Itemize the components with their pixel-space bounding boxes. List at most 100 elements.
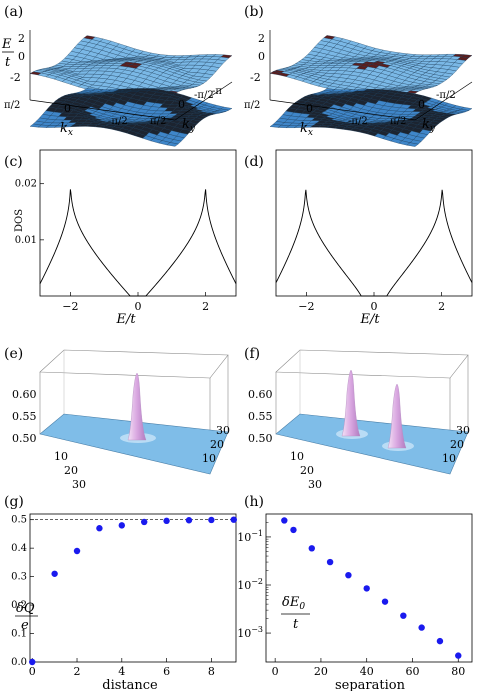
dos-c-ticks: −2 0 2 0.01 0.02 [15,179,209,313]
scatter-point [290,526,297,534]
energy-tick-a-3: -2 [10,71,21,84]
panel-label-f: (f) [244,346,260,362]
scatter-point [345,571,352,579]
density-e-floor [39,413,229,475]
svg-text:e: e [21,618,29,633]
scatter-point [381,598,389,605]
x-tick-label: 2 [202,300,209,313]
panel-label-g: (g) [4,494,24,510]
scatter-point [281,517,288,524]
kx-tick-b-3: -π/2 [348,116,368,127]
x-tick-label: 0 [371,300,378,313]
scatter-point [73,547,81,555]
y-tick-label: 10−1 [237,529,263,544]
x-tick-label: 60 [405,665,419,678]
scatter-h-y-label: δE0 [282,595,305,612]
kx-tick-b-1: π/2 [244,100,260,111]
scatter-point [418,624,425,631]
x-tick-label: 40 [360,665,374,678]
ky-tick-a-1: π/2 [150,116,166,127]
density-f-box-top [275,349,469,379]
scatter-h-ticks: 0 20 40 60 80 10−3 10−2 10−1 [237,522,465,678]
dos-chart-d: −2 0 2 E/t [275,149,473,327]
scatter-point [400,612,407,619]
surface-a-bottom [29,88,233,147]
scatter-g-x-label: distance [102,678,158,691]
dos-d-series-line [275,189,473,297]
scatter-point [185,517,193,524]
energy-axis-label-a: E [1,37,12,52]
x-tick-label: 80 [451,665,465,678]
density-f-peak-1 [341,369,361,437]
dos-c-x-label: E/t [115,312,136,327]
density-f-x-tick-1: 10 [290,450,304,463]
scatter-point [436,637,444,645]
scatter-g-ticks: 0 2 4 6 8 0.0 0.1 0.2 0.3 0.4 0.5 [11,515,215,678]
density-e-x-tick-3: 30 [72,478,86,491]
ky-tick-a-2: 0 [178,98,185,111]
panel-label-e: (e) [4,346,23,362]
scatter-point [29,658,36,666]
energy-tick-a-2: 0 [18,50,25,63]
surface-b-box [269,81,473,121]
energy-tick-b-2: 0 [258,50,265,63]
dos-chart-c: −2 0 2 0.01 0.02 DOS E/t [14,149,237,327]
scatter-point [163,517,170,525]
y-tick-label: 0.3 [11,572,27,583]
density-plot-f: 0.60 0.55 0.50 10 20 30 10 20 30 [248,349,470,491]
density-e-z-tick-3: 0.50 [12,432,37,445]
dos-c-series-line [39,189,237,297]
surface-b-bottom [269,88,473,147]
x-tick-label: 2 [74,665,81,678]
scatter-point [455,652,462,659]
x-tick-label: −2 [62,300,78,313]
surface-plot-a: E t 2 0 -2 π/2 0 -π/2 kx π/2 0 -π/2 -π k… [1,30,233,147]
density-f-z-tick-2: 0.55 [248,410,273,423]
energy-tick-b-3: -2 [250,71,261,84]
surface-plot-b: 2 0 -2 π/2 0 -π/2 kx π/2 0 -π/2 ky [244,30,473,147]
density-e-y-tick-1: 10 [202,452,216,465]
x-tick-label: 4 [118,665,125,678]
scatter-point [326,558,334,566]
density-f-x-tick-3: 30 [308,478,322,491]
energy-tick-b-1: 2 [258,32,265,45]
x-tick-label: 0 [135,300,142,313]
ky-tick-a-3: -π/2 [194,90,214,101]
scatter-g-y-label: δQ [16,601,35,616]
dos-c-frame [39,149,237,297]
density-e-peak [127,372,147,441]
scatter-chart-g: 0 2 4 6 8 0.0 0.1 0.2 0.3 0.4 0.5 δQ e distance [11,513,237,691]
panel-label-a: (a) [4,4,23,20]
scatter-point [96,525,103,532]
x-tick-label: 20 [314,665,328,678]
dos-d-ticks: −2 0 2 [298,292,445,313]
density-f-peak-2 [387,383,407,449]
density-f-y-tick-3: 30 [456,424,470,437]
svg-text:t: t [293,617,299,632]
surface-a-top [29,35,233,94]
scatter-g-points [29,516,237,666]
density-f-z-tick-3: 0.50 [248,432,273,445]
scatter-h-frame [265,513,473,663]
x-tick-label: 0 [272,665,279,678]
surface-a-box [29,81,233,121]
scatter-point [118,522,126,529]
ky-tick-a-4: -π [212,86,222,97]
y-tick-label: 0.1 [11,629,27,640]
density-f-y-tick-2: 20 [450,438,464,451]
dos-d-frame [275,149,473,297]
y-tick-label: 10−2 [237,577,263,592]
scatter-point [363,585,370,592]
dos-c-y-label: DOS [14,209,25,232]
svg-text:t: t [5,55,11,70]
panel-label-h: (h) [244,494,264,510]
density-f-z-tick-1: 0.60 [248,388,273,401]
ky-tick-b-3: -π/2 [436,90,456,101]
density-e-z-tick-1: 0.60 [12,388,37,401]
scatter-point [230,516,237,523]
scatter-point [140,518,148,526]
x-tick-label: 0 [29,665,36,678]
energy-tick-a-1: 2 [18,32,25,45]
kx-tick-a-1: π/2 [4,100,20,111]
surface-b-top [269,35,473,94]
